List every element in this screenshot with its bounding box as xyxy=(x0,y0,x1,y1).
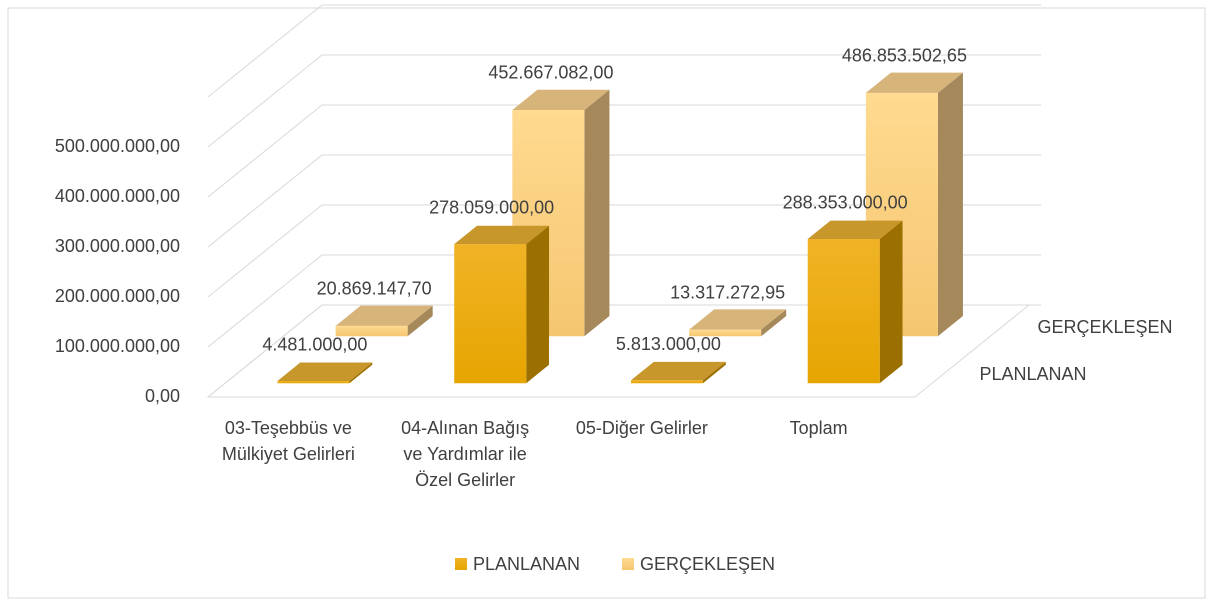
bar-side xyxy=(761,309,787,337)
bar-top xyxy=(630,361,726,381)
bar-side xyxy=(937,72,963,337)
y-tick-label: 200.000.000,00 xyxy=(55,286,180,306)
bar-front xyxy=(277,380,350,384)
bar-side xyxy=(526,225,550,384)
legend-label: GERÇEKLEŞEN xyxy=(640,554,775,574)
bar-top xyxy=(512,89,610,110)
data-label: 452.667.082,00 xyxy=(488,63,613,83)
bar xyxy=(807,220,903,384)
depth-axis-label: GERÇEKLEŞEN xyxy=(1037,317,1172,337)
grid-line xyxy=(207,154,1041,248)
legend-swatch xyxy=(622,558,634,570)
bar xyxy=(335,305,433,337)
bar-front xyxy=(689,329,762,337)
bar-front xyxy=(630,380,703,384)
bar-side xyxy=(584,89,610,337)
x-tick-label: 04-Alınan Bağış ve Yardımlar ile Özel Ge… xyxy=(401,418,530,490)
y-tick-label: 300.000.000,00 xyxy=(55,236,180,256)
x-tick-label: Toplam xyxy=(789,418,848,438)
data-label: 13.317.272,95 xyxy=(670,282,785,302)
bar-top xyxy=(689,309,787,330)
grid-line xyxy=(207,204,1041,298)
bar-front xyxy=(807,239,880,384)
bar-top xyxy=(865,72,963,93)
bar-side xyxy=(407,305,433,337)
bar xyxy=(454,225,550,384)
depth-axis-label: PLANLANAN xyxy=(979,364,1086,384)
y-tick-label: 400.000.000,00 xyxy=(55,186,180,206)
data-label: 4.481.000,00 xyxy=(262,335,367,355)
data-label: 278.059.000,00 xyxy=(429,198,554,218)
bar-top xyxy=(454,225,550,245)
data-label: 486.853.502,65 xyxy=(842,45,967,65)
bar xyxy=(689,309,787,337)
y-tick-label: 0,00 xyxy=(145,386,180,406)
bar xyxy=(630,361,726,384)
bar-front xyxy=(335,325,408,337)
legend-label: PLANLANAN xyxy=(473,554,580,574)
bar-top xyxy=(277,362,373,381)
bar-side xyxy=(879,220,903,384)
bar-top xyxy=(807,220,903,240)
grid-line xyxy=(207,254,1041,348)
grid-line xyxy=(207,104,1041,198)
legend-swatch xyxy=(455,558,467,570)
data-label: 5.813.000,00 xyxy=(616,334,721,354)
data-label: 20.869.147,70 xyxy=(317,278,432,298)
y-tick-label: 500.000.000,00 xyxy=(55,136,180,156)
y-tick-label: 100.000.000,00 xyxy=(55,336,180,356)
grid-line xyxy=(207,54,1041,148)
bar-side xyxy=(349,362,373,384)
x-tick-label: 05-Diğer Gelirler xyxy=(575,418,708,438)
grid-line xyxy=(207,304,1041,398)
bar xyxy=(277,362,373,384)
grid-line xyxy=(207,4,1041,98)
bar-front xyxy=(454,244,527,384)
data-label: 288.353.000,00 xyxy=(783,193,908,213)
x-tick-label: 03-Teşebbüs ve Mülkiyet Gelirleri xyxy=(221,418,355,464)
bar-top xyxy=(335,305,433,326)
bar-side xyxy=(702,361,726,384)
